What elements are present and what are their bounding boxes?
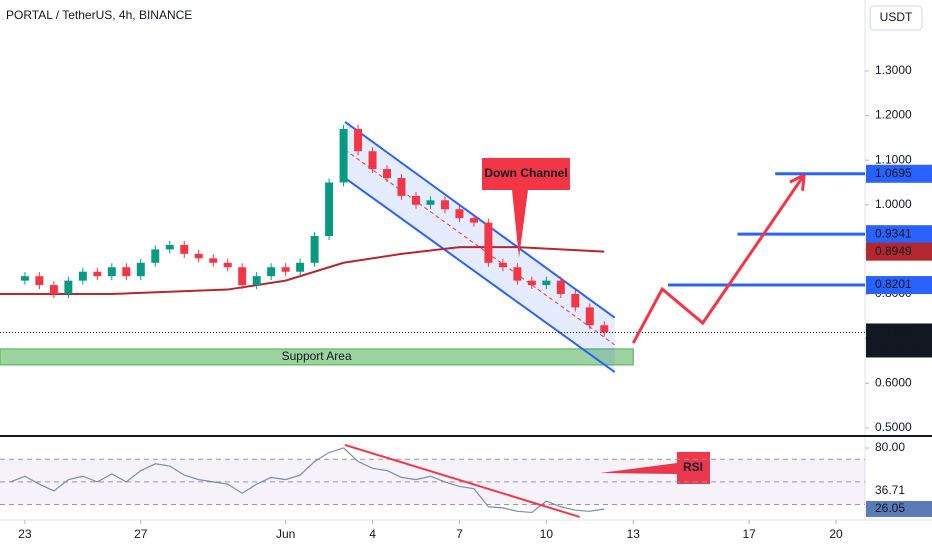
x-tick-label: 13 <box>627 527 641 541</box>
candle <box>484 222 493 263</box>
price-tag-label: 0.9341 <box>875 226 912 240</box>
candle <box>440 200 449 210</box>
x-tick-label: 27 <box>134 527 148 541</box>
support-area <box>0 348 634 366</box>
candle <box>600 325 609 333</box>
candle <box>469 218 478 223</box>
candle <box>571 294 580 308</box>
x-tick-label: 7 <box>456 527 463 541</box>
arrow-head <box>789 173 805 184</box>
ma-tag-label: 0.8949 <box>875 244 912 258</box>
candle <box>412 195 420 205</box>
candle <box>310 236 319 263</box>
channel-line <box>344 177 616 373</box>
candle <box>426 200 435 205</box>
price-tag-label: 1.0695 <box>875 166 912 180</box>
y-tick-label: 1.0000 <box>875 197 912 211</box>
rsi-tag-label: 26.05 <box>875 501 905 515</box>
y-tick-label: 1.3000 <box>875 63 912 77</box>
candle <box>107 267 116 277</box>
candle <box>165 244 174 250</box>
candle <box>122 267 131 277</box>
candle <box>585 307 594 326</box>
candle <box>49 285 58 295</box>
candle <box>498 262 507 268</box>
x-tick-label: 10 <box>540 527 554 541</box>
callout-box <box>482 158 570 258</box>
candle <box>78 271 87 281</box>
projection-path <box>631 174 806 344</box>
candle <box>383 169 392 179</box>
candle <box>223 262 232 268</box>
candle <box>339 128 348 183</box>
callout-text: RSI <box>683 460 703 474</box>
countdown: 01:02:19 <box>875 340 922 354</box>
candle <box>151 249 160 263</box>
currency-box[interactable] <box>869 5 923 31</box>
price-tag <box>866 276 932 295</box>
candle <box>368 151 377 170</box>
rsi-tick-label: 80.00 <box>875 440 905 454</box>
x-tick-label: 4 <box>369 527 376 541</box>
x-tick-label: 23 <box>18 527 32 541</box>
candle <box>267 267 276 277</box>
rsi-tag <box>866 500 932 517</box>
candle <box>281 267 290 272</box>
last-price-label: 0.7138 <box>875 325 912 339</box>
price-tag <box>866 164 932 183</box>
chart-title: PORTAL / TetherUS, 4h, BINANCE <box>6 8 192 22</box>
moving-average <box>0 246 605 296</box>
x-tick-label: Jun <box>276 527 295 541</box>
candle <box>556 280 565 295</box>
support-label: Support Area <box>282 349 352 363</box>
rsi-ma-label: 36.71 <box>875 483 905 497</box>
candle <box>527 280 536 286</box>
candle <box>209 258 218 263</box>
y-tick-label: 0.6000 <box>875 375 912 389</box>
candle <box>64 280 73 295</box>
callout-box <box>600 452 710 484</box>
rsi-line <box>10 447 605 514</box>
x-tick-label: 17 <box>742 527 756 541</box>
last-price-tag <box>866 323 932 358</box>
candle <box>20 276 29 281</box>
ma-tag <box>866 242 932 261</box>
candle <box>238 267 247 286</box>
candle <box>325 182 334 237</box>
candle <box>397 178 406 196</box>
rsi-trend <box>344 443 580 518</box>
candle <box>455 209 464 219</box>
candle <box>296 262 305 272</box>
candle <box>513 267 522 281</box>
y-tick-label: 1.1000 <box>875 152 912 166</box>
price-tag <box>866 225 932 244</box>
candle <box>93 271 102 277</box>
y-tick-label: 1.2000 <box>875 108 912 122</box>
candle <box>194 253 203 259</box>
channel-line <box>344 120 616 319</box>
candle <box>35 276 44 286</box>
candle <box>252 276 261 286</box>
currency[interactable]: USDT <box>880 10 913 24</box>
price-tag-label: 0.8201 <box>875 277 912 291</box>
arrow-head <box>801 174 806 191</box>
y-tick-label: 0.5000 <box>875 420 912 434</box>
candle <box>136 262 145 277</box>
x-tick-label: 20 <box>829 527 843 541</box>
callout-text: Down Channel <box>484 166 567 180</box>
candle <box>542 280 551 286</box>
candle <box>180 244 189 254</box>
candle <box>354 128 363 152</box>
